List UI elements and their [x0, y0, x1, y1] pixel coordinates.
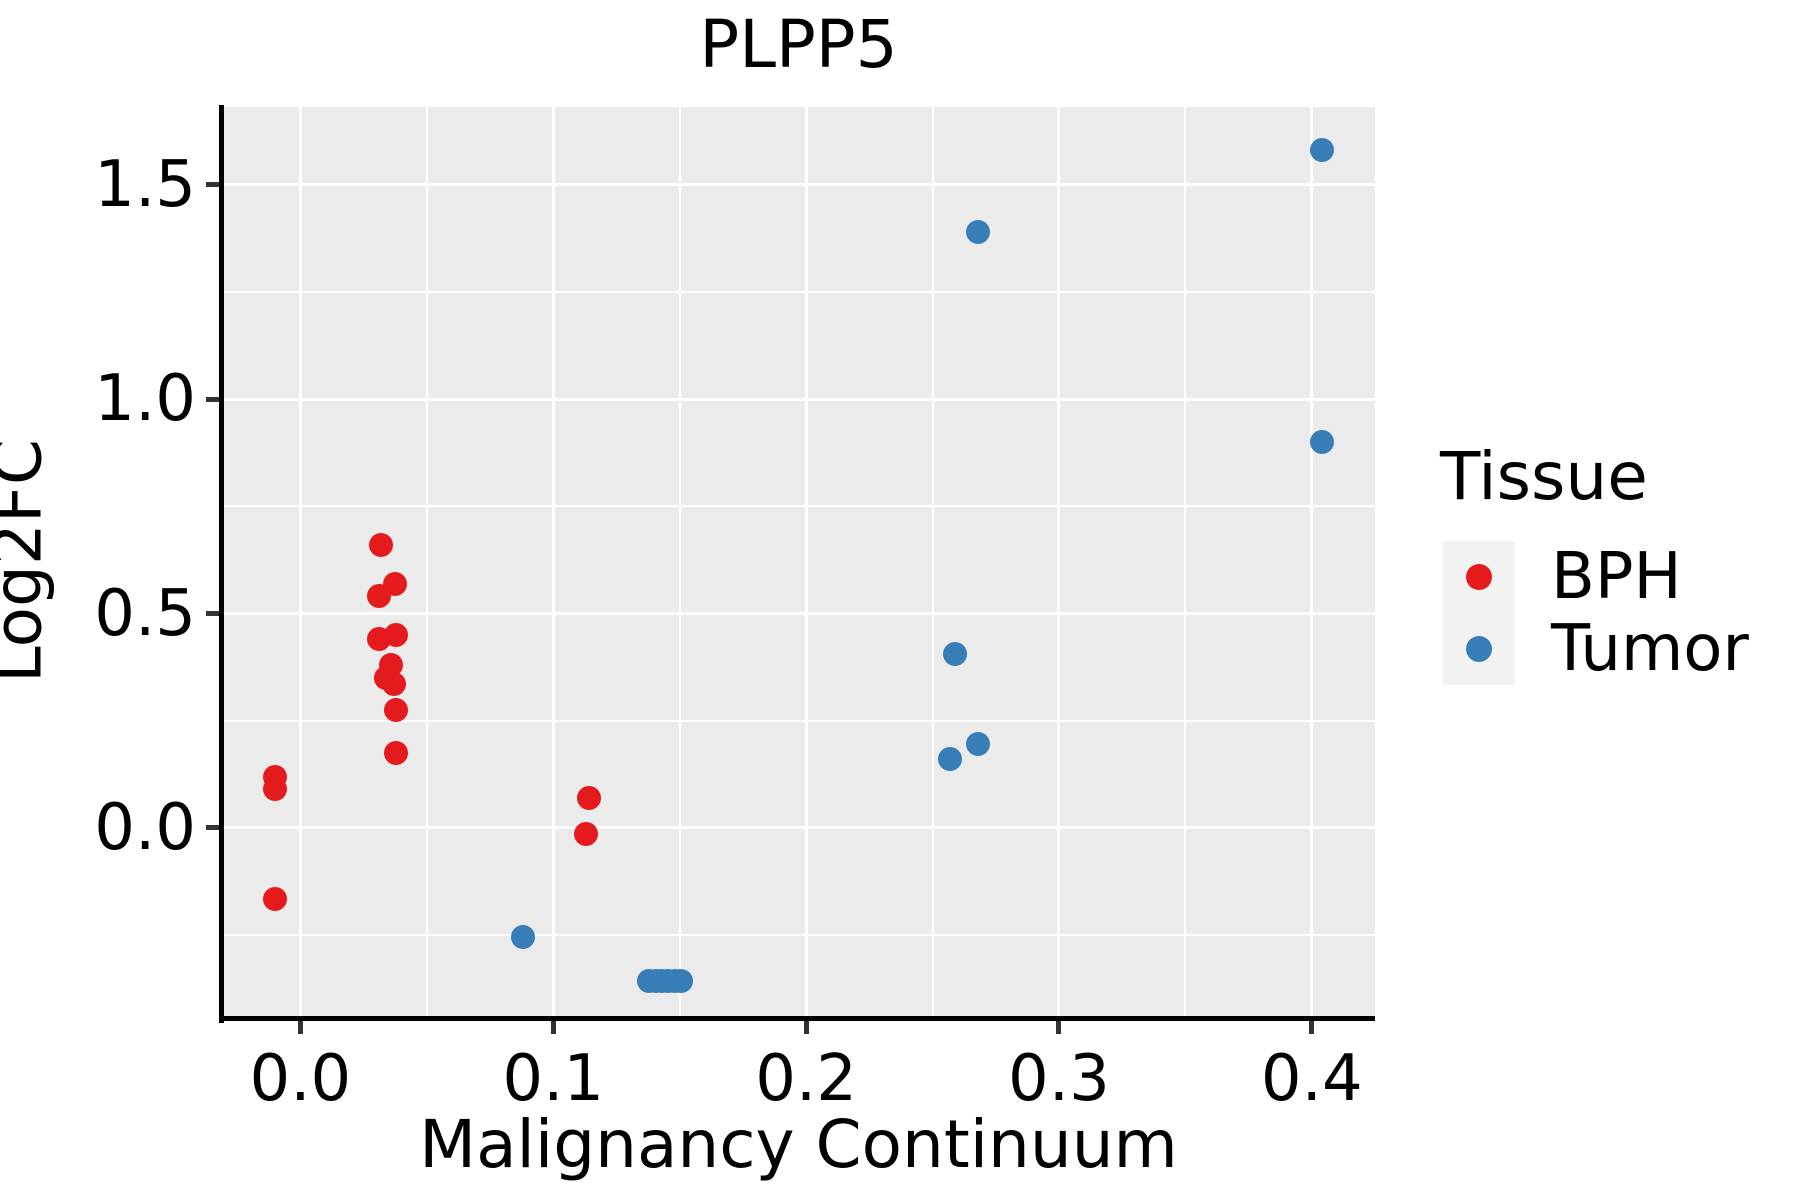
legend-key-tumor [1443, 613, 1515, 685]
bph-dot-icon [1466, 564, 1492, 590]
gridline-x-minor [678, 107, 681, 1018]
gridline-x-major [1310, 107, 1314, 1018]
data-point-tumor [943, 642, 968, 667]
data-point-bph [576, 785, 601, 810]
data-point-bph [381, 672, 406, 697]
chart-title: PLPP5 [699, 6, 898, 83]
data-point-bph [263, 886, 288, 911]
y-tick-label: 0.5 [94, 576, 196, 651]
x-tick-mark [1056, 1021, 1062, 1034]
gridline-y-minor [222, 719, 1375, 722]
data-point-bph [574, 822, 599, 847]
legend-key-bph [1443, 541, 1515, 613]
y-tick-mark [206, 396, 219, 402]
gridline-y-major [222, 183, 1375, 187]
y-tick-label: 0.0 [94, 790, 196, 865]
y-tick-mark [206, 825, 219, 831]
tumor-dot-icon [1466, 636, 1492, 662]
gridline-x-major [1057, 107, 1061, 1018]
gridline-y-minor [222, 505, 1375, 508]
data-point-bph [263, 777, 288, 802]
y-tick-mark [206, 182, 219, 188]
legend-label-tumor: Tumor [1551, 612, 1749, 686]
gridline-x-minor [425, 107, 428, 1018]
gridline-y-minor [222, 934, 1375, 937]
data-point-bph [384, 740, 409, 765]
data-point-bph [384, 622, 409, 647]
gridline-y-minor [222, 290, 1375, 293]
gridline-x-major [804, 107, 808, 1018]
data-point-tumor [966, 732, 991, 757]
x-tick-mark [297, 1021, 303, 1034]
y-axis-line [219, 105, 224, 1023]
x-axis-label: Malignancy Continuum [419, 1106, 1178, 1183]
x-tick-label: 0.1 [502, 1042, 605, 1116]
gridline-x-minor [1184, 107, 1187, 1018]
x-tick-mark [803, 1021, 809, 1034]
x-tick-mark [550, 1021, 556, 1034]
gridline-x-major [298, 107, 302, 1018]
legend-item-bph: BPH [1438, 540, 1749, 614]
data-point-bph [384, 698, 409, 723]
plot-panel [222, 107, 1375, 1018]
legend: Tissue BPH Tumor [1438, 438, 1749, 686]
data-point-bph [369, 532, 394, 557]
x-tick-label: 0.0 [249, 1042, 352, 1116]
data-point-tumor [938, 747, 963, 772]
data-point-bph [366, 584, 391, 609]
x-axis-line [219, 1016, 1375, 1021]
y-tick-label: 1.0 [94, 362, 196, 437]
gridline-y-major [222, 397, 1375, 401]
x-tick-label: 0.3 [1008, 1042, 1110, 1116]
y-tick-label: 1.5 [94, 147, 196, 222]
legend-title: Tissue [1440, 438, 1648, 515]
gridline-y-major [222, 826, 1375, 830]
y-axis-label: Log2FC [0, 317, 57, 683]
gridline-y-major [222, 612, 1375, 616]
data-point-tumor [1309, 429, 1334, 454]
gridline-x-minor [931, 107, 934, 1018]
y-tick-mark [206, 611, 219, 617]
data-point-tumor [966, 219, 991, 244]
x-tick-mark [1309, 1021, 1315, 1034]
data-point-tumor [1309, 138, 1334, 163]
data-point-tumor [510, 925, 535, 950]
data-point-tumor [668, 969, 693, 994]
y-axis-label-text: Log2FC [0, 439, 57, 683]
gridline-x-major [551, 107, 555, 1018]
x-tick-label: 0.4 [1260, 1042, 1363, 1116]
legend-label-bph: BPH [1551, 540, 1682, 614]
legend-item-tumor: Tumor [1438, 612, 1749, 686]
x-tick-label: 0.2 [755, 1042, 857, 1116]
